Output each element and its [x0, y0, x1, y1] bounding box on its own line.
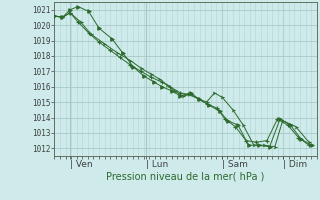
X-axis label: Pression niveau de la mer( hPa ): Pression niveau de la mer( hPa ) — [107, 172, 265, 182]
